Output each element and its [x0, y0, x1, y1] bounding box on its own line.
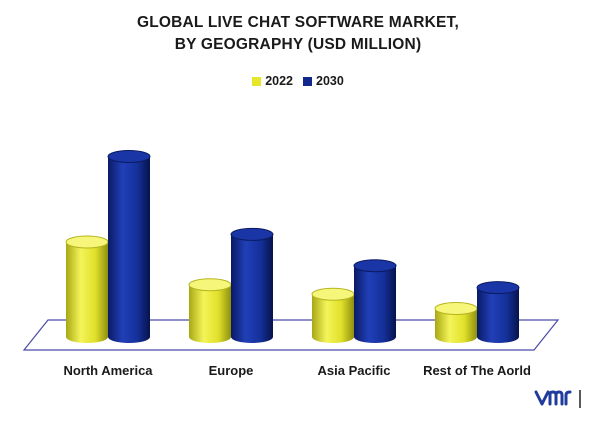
vmr-logo-icon [534, 390, 581, 408]
bar-europe-2022-top [188, 278, 232, 292]
chart-title-line2: BY GEOGRAPHY (USD MILLION) [174, 36, 422, 53]
legend-label-2030: 2030 [316, 74, 344, 88]
bar-group [65, 150, 520, 343]
legend-item-2022: 2022 [252, 74, 293, 88]
bar-north-america-2022-top [65, 235, 109, 249]
bar-north-america-2022-body [66, 242, 108, 343]
category-label-north-america: North America [63, 363, 153, 378]
category-label-asia-pacific: Asia Pacific [318, 363, 391, 378]
chart-title-line1: GLOBAL LIVE CHAT SOFTWARE MARKET, [136, 14, 460, 31]
bar-asia-pacific-2030 [353, 259, 397, 343]
category-labels: North America Europe Asia Pacific Rest of T… [63, 363, 531, 378]
chart-title: GLOBAL LIVE CHAT SOFTWARE MARKET, BY GEO… [0, 12, 596, 56]
legend-swatch-2030 [303, 76, 312, 86]
bar-rest-of-the-aorld-2030-body [477, 287, 519, 343]
bar-rest-of-the-aorld-2030 [476, 281, 520, 343]
legend-item-2030: 2030 [303, 74, 344, 88]
brand-logo [534, 386, 586, 415]
bar-rest-of-the-aorld-2030-top [476, 281, 520, 295]
bar-north-america-2030-top [107, 150, 151, 163]
bar-asia-pacific-2022 [311, 287, 355, 343]
legend-label-2022: 2022 [265, 74, 293, 88]
bar-north-america-2030 [107, 150, 151, 343]
bar-europe-2022-body [189, 284, 231, 343]
bar-rest-of-the-aorld-2022-body [435, 308, 477, 343]
bar-north-america-2030-body [108, 156, 150, 343]
bar-rest-of-the-aorld-2022 [434, 302, 478, 343]
bar-north-america-2022 [65, 235, 109, 343]
bar-asia-pacific-2030-top [353, 259, 397, 273]
legend-swatch-2022 [252, 76, 262, 86]
bar-europe-2030-body [231, 234, 273, 343]
bar-asia-pacific-2022-body [312, 294, 354, 343]
bar-asia-pacific-2022-top [311, 287, 355, 301]
chart-floor [22, 319, 560, 351]
bar-europe-2022 [188, 278, 232, 343]
bar-europe-2030 [230, 227, 274, 343]
category-label-rest-of-the-aorld: Rest of The Aorld [423, 363, 531, 378]
bar-asia-pacific-2030-body [354, 265, 396, 343]
chart-legend: 2022 2030 [0, 74, 596, 88]
category-label-europe: Europe [209, 363, 254, 378]
bar-rest-of-the-aorld-2022-top [434, 302, 478, 315]
bar-europe-2030-top [230, 227, 274, 241]
